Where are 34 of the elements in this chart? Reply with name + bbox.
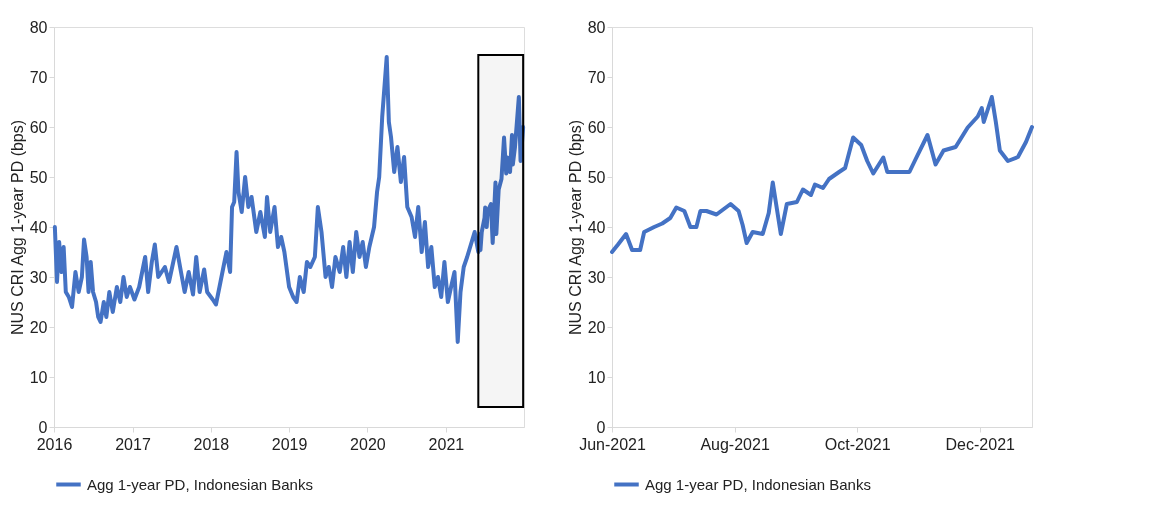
y-tick-label: 30 [29, 268, 48, 286]
y-tick-label: 70 [587, 68, 606, 86]
y-tick-label: 80 [29, 18, 48, 36]
y-tick-label: 50 [29, 168, 48, 186]
y-tick-label: 30 [587, 268, 606, 286]
y-tick-label: 40 [587, 218, 606, 236]
x-tick-label: Dec-2021 [945, 435, 1016, 453]
x-tick-label: Oct-2021 [824, 435, 891, 453]
line-series [610, 95, 1034, 254]
y-axis-title: NUS CRI Agg 1-year PD (bps) [8, 119, 26, 336]
y-tick-label: 0 [596, 418, 606, 436]
y-tick-label: 60 [587, 118, 606, 136]
x-tick-label: 2020 [350, 435, 386, 453]
x-tick-label: Aug-2021 [700, 435, 770, 453]
legend-label: Agg 1-year PD, Indonesian Banks [87, 475, 313, 493]
y-axis-title: NUS CRI Agg 1-year PD (bps) [566, 119, 584, 336]
x-tick-label: 2021 [428, 435, 465, 453]
y-tick-label: 10 [29, 368, 48, 386]
y-tick-label: 40 [29, 218, 48, 236]
y-tick-label: 70 [29, 68, 48, 86]
y-tick-label: 20 [29, 318, 48, 336]
legend-label: Agg 1-year PD, Indonesian Banks [645, 475, 871, 493]
x-tick-label: 2016 [36, 435, 73, 453]
y-tick-label: 0 [38, 418, 48, 436]
y-tick-label: 50 [587, 168, 606, 186]
x-tick-label: 2018 [193, 435, 230, 453]
y-tick-label: 80 [587, 18, 606, 36]
y-tick-label: 60 [29, 118, 48, 136]
y-tick-label: 20 [587, 318, 606, 336]
line-series [52, 55, 526, 344]
x-tick-label: Jun-2021 [579, 435, 646, 453]
x-tick-label: 2019 [271, 435, 308, 453]
x-tick-label: 2017 [115, 435, 151, 453]
y-tick-label: 10 [587, 368, 606, 386]
